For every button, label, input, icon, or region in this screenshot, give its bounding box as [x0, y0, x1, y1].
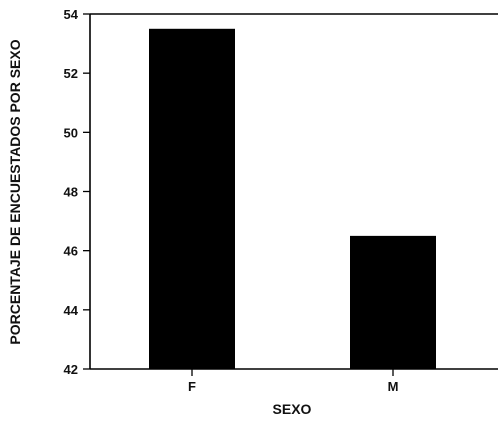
y-tick-label-42: 42	[64, 362, 78, 377]
y-tick-label-52: 52	[64, 66, 78, 81]
y-tick-label-46: 46	[64, 244, 78, 259]
bar-M	[350, 235, 436, 369]
y-tick-label-54: 54	[64, 7, 79, 22]
x-tick-label-F: F	[188, 379, 196, 394]
y-axis-label: PORCENTAJE DE ENCUESTADOS POR SEXO	[7, 39, 23, 344]
y-tick-label-50: 50	[64, 125, 78, 140]
y-tick-label-48: 48	[64, 185, 78, 200]
y-tick-label-44: 44	[64, 303, 79, 318]
bars-group	[149, 28, 436, 370]
axes-group: 42 44 46 48 50 52 54 F M	[64, 7, 498, 394]
bar-F	[149, 28, 235, 370]
x-tick-label-M: M	[388, 379, 399, 394]
x-axis-label: SEXO	[273, 401, 312, 417]
